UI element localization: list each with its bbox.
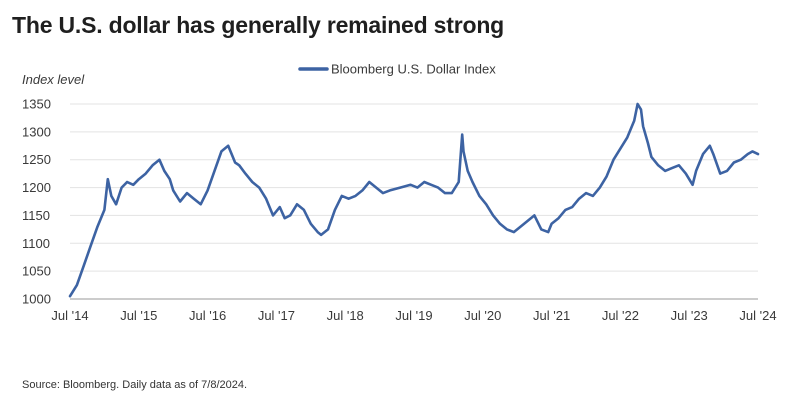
y-tick-label: 1100 <box>22 236 50 251</box>
y-tick-label: 1250 <box>22 152 51 167</box>
gridlines <box>70 103 758 272</box>
axes: 1000 1050 1100 1150 1200 1250 1300 1350 Jul '14 J… <box>22 97 777 324</box>
x-tick-label: Jul '16 <box>189 308 226 323</box>
x-tick-label: Jul '22 <box>602 308 639 323</box>
y-tick-label: 1300 <box>22 124 51 139</box>
x-tick-label: Jul '14 <box>51 308 88 323</box>
x-tick-label: Jul '19 <box>395 308 432 323</box>
y-tick-label: 1200 <box>22 180 51 195</box>
series-line-dollar-index <box>68 102 760 298</box>
x-tick-label: Jul '24 <box>739 308 776 323</box>
source-note: Source: Bloomberg. Daily data as of 7/8/… <box>22 379 248 391</box>
x-tick-label: Jul '21 <box>533 308 570 323</box>
chart-title: The U.S. dollar has generally remained s… <box>12 12 505 38</box>
x-tick-label: Jul '15 <box>120 308 157 323</box>
series-layer <box>68 102 760 298</box>
legend-label: Bloomberg U.S. Dollar Index <box>331 62 496 77</box>
x-tick-label: Jul '20 <box>464 308 501 323</box>
x-tick-label: Jul '23 <box>671 308 708 323</box>
legend: Bloomberg U.S. Dollar Index <box>298 62 496 77</box>
y-axis-label: Index level <box>22 72 85 87</box>
y-tick-label: 1050 <box>22 264 51 279</box>
x-tick-label: Jul '18 <box>327 308 364 323</box>
y-tick-label: 1150 <box>22 208 50 223</box>
y-tick-label: 1000 <box>22 292 51 307</box>
y-tick-label: 1350 <box>22 97 51 112</box>
x-tick-label: Jul '17 <box>258 308 295 323</box>
